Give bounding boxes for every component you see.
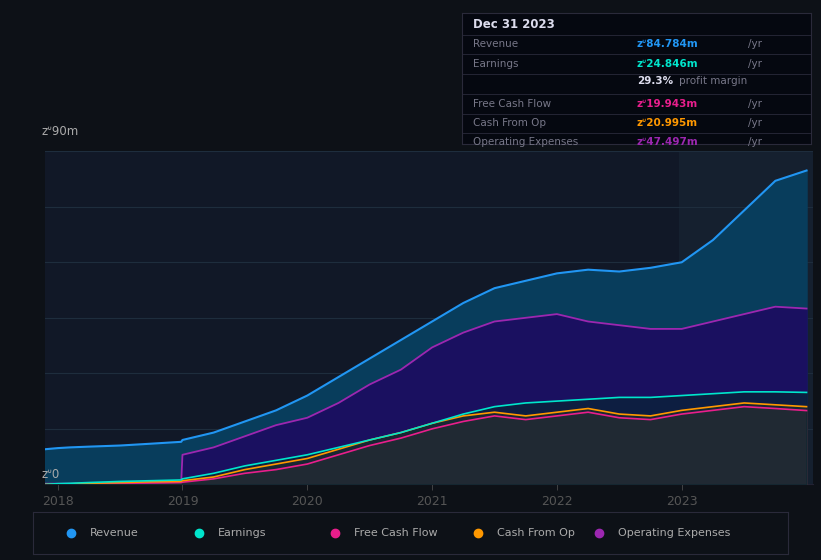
Text: Cash From Op: Cash From Op (498, 529, 576, 538)
Text: Free Cash Flow: Free Cash Flow (354, 529, 438, 538)
Text: Operating Expenses: Operating Expenses (473, 137, 578, 147)
Text: zᐡ84.784m: zᐡ84.784m (637, 39, 699, 49)
Text: Free Cash Flow: Free Cash Flow (473, 99, 551, 109)
Bar (679, 151, 813, 484)
Text: zᐡ24.846m: zᐡ24.846m (637, 59, 699, 68)
Text: /yr: /yr (749, 39, 763, 49)
Text: /yr: /yr (749, 59, 763, 68)
Text: /yr: /yr (749, 99, 763, 109)
Text: Dec 31 2023: Dec 31 2023 (473, 18, 554, 31)
Text: /yr: /yr (749, 137, 763, 147)
Text: zᐡ19.943m: zᐡ19.943m (637, 99, 698, 109)
Text: zᐡ90m: zᐡ90m (41, 125, 79, 138)
Text: 29.3%: 29.3% (637, 76, 673, 86)
Text: Operating Expenses: Operating Expenses (618, 529, 731, 538)
Text: Revenue: Revenue (473, 39, 518, 49)
Text: Revenue: Revenue (89, 529, 138, 538)
Text: profit margin: profit margin (679, 76, 747, 86)
Text: zᐡ20.995m: zᐡ20.995m (637, 118, 698, 128)
Text: Earnings: Earnings (473, 59, 518, 68)
Text: zᐡ47.497m: zᐡ47.497m (637, 137, 699, 147)
Text: /yr: /yr (749, 118, 763, 128)
Text: zᐡ0: zᐡ0 (41, 468, 60, 481)
Text: Earnings: Earnings (218, 529, 266, 538)
Text: Cash From Op: Cash From Op (473, 118, 546, 128)
